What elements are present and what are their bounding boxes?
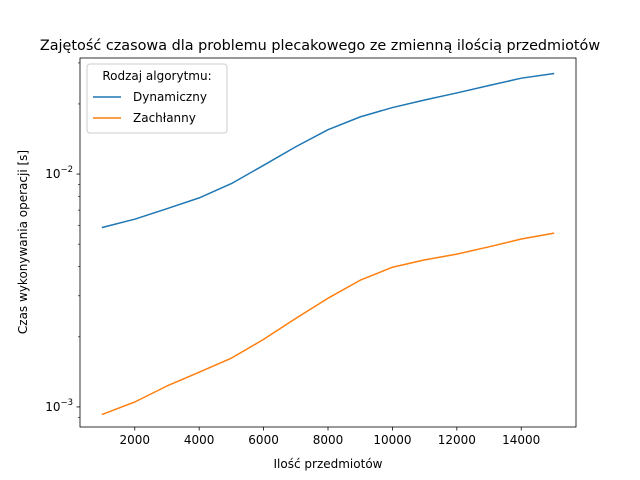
y-axis-label: Czas wykonywania operacji [s] [16,150,30,334]
x-axis-label: Ilość przedmiotów [274,457,383,471]
x-tick-label: 2000 [119,433,150,447]
x-tick-label: 14000 [502,433,540,447]
x-tick-label: 10000 [373,433,411,447]
legend-label-1: Dynamiczny [133,90,207,104]
series-line-1 [101,72,555,229]
plot-frame [79,57,577,428]
legend-box [86,63,228,134]
x-axis: 2000 4000 6000 8000 10000 12000 14000 [119,427,540,447]
y-tick-label: 10−3 [45,398,73,414]
x-tick-label: 4000 [184,433,215,447]
x-tick-label: 12000 [438,433,476,447]
legend-title: Rodzaj algorytmu: [102,69,211,83]
y-tick-label: 10−2 [45,165,73,181]
legend-items: Dynamiczny Zachłanny [93,90,207,125]
x-tick-label: 6000 [248,433,279,447]
legend: Rodzaj algorytmu: Dynamiczny Zachłanny [86,63,228,134]
x-tick-label: 8000 [313,433,344,447]
y-axis: 10−3 10−2 [45,62,80,418]
legend-label-2: Zachłanny [133,111,196,125]
chart-title: Zajętość czasowa dla problemu plecakoweg… [40,38,600,54]
series-lines [101,72,555,416]
series-line-2 [101,232,555,416]
